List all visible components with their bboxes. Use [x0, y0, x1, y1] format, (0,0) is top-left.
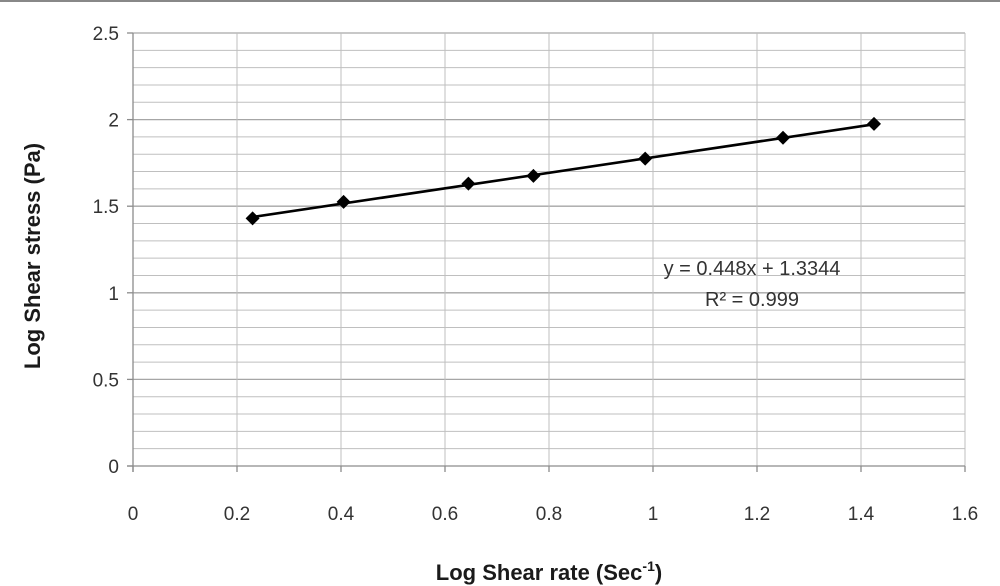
gridlines [133, 32, 966, 466]
y-tick-labels: 0 0.5 1 1.5 2 2.5 [93, 24, 119, 478]
x-tick-label: 1.6 [952, 504, 978, 525]
data-point-diamond [776, 130, 790, 145]
y-axis-title: Log Shear stress (Pa) [20, 143, 45, 369]
equation-annotation: y = 0.448x + 1.3344 [664, 258, 841, 280]
x-tick-label: 0.4 [328, 504, 355, 525]
data-point-diamond [245, 211, 260, 226]
trendline-layer [252, 123, 875, 219]
x-axis-title-superscript: -1 [642, 558, 655, 574]
y-tick-label: 0.5 [93, 370, 119, 391]
x-tick-label: 0.2 [224, 504, 250, 525]
x-axis-title-main: Log Shear rate (Sec [436, 560, 643, 585]
data-point-diamond [867, 116, 881, 131]
x-tick-labels: 0 0.2 0.4 0.6 0.8 1 1.2 1.4 1.6 [128, 504, 979, 525]
y-tick-label: 2.5 [93, 24, 119, 45]
data-point-diamond [336, 194, 351, 209]
x-tick-label: 1.4 [848, 504, 875, 525]
data-points [245, 116, 881, 226]
x-axis-title-suffix: ) [655, 560, 662, 585]
data-point-diamond [526, 168, 541, 183]
trendline [252, 123, 875, 219]
top-border [0, 0, 1000, 2]
x-tick-label: 0.8 [536, 504, 562, 525]
data-point-diamond [461, 176, 476, 191]
x-tick-label: 0.6 [432, 504, 458, 525]
x-tick-label: 1.2 [744, 504, 770, 525]
y-tick-label: 1 [108, 284, 119, 305]
y-tick-label: 0 [108, 457, 119, 478]
y-tick-label: 2 [108, 111, 119, 132]
x-tick-label: 1 [648, 504, 659, 525]
r-squared-annotation: R² = 0.999 [705, 289, 799, 311]
x-tick-label: 0 [128, 504, 139, 525]
data-point-diamond [638, 151, 653, 166]
axes [127, 32, 966, 472]
x-axis-title: Log Shear rate (Sec-1) [436, 558, 662, 585]
y-tick-label: 1.5 [93, 197, 119, 218]
